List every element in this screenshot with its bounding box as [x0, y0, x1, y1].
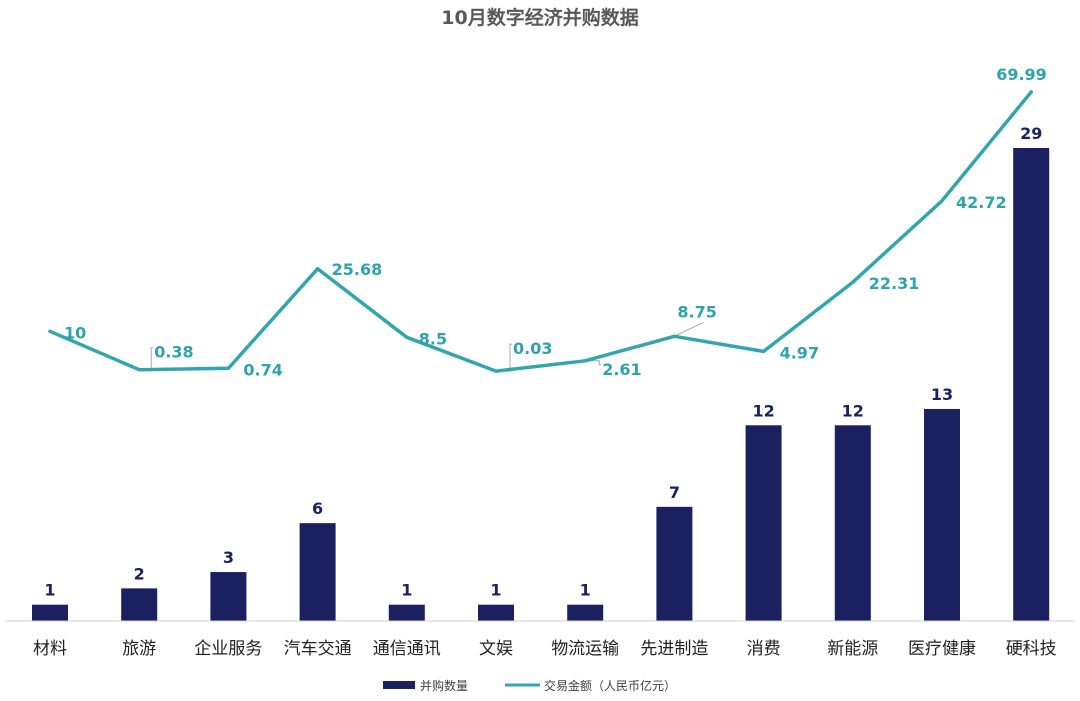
line-point — [762, 349, 766, 353]
x-tick-label: 消费 — [747, 639, 781, 659]
line-point — [226, 366, 230, 370]
label-leader-line — [585, 360, 602, 366]
bar — [121, 588, 158, 621]
bar-value-label: 2 — [134, 564, 145, 583]
legend-bar-swatch — [383, 681, 415, 689]
line-value-label: 42.72 — [956, 193, 1007, 212]
x-tick-label: 新能源 — [827, 639, 878, 659]
bar — [834, 425, 871, 621]
bar-value-label: 1 — [490, 581, 501, 600]
bar — [567, 604, 604, 621]
x-tick-label: 医疗健康 — [908, 639, 976, 659]
bar-value-label: 29 — [1020, 124, 1042, 143]
line-layer — [48, 90, 1033, 373]
bar — [924, 408, 960, 621]
x-tick-label: 汽车交通 — [284, 639, 352, 659]
line-point — [48, 329, 52, 333]
label-leader-line — [674, 321, 704, 337]
line-value-label: 0.74 — [243, 360, 282, 379]
legend: 并购数量 交易金额（人民币亿元） — [383, 678, 676, 693]
bar-value-label: 3 — [223, 548, 234, 567]
line-point — [851, 280, 855, 284]
bar-value-label: 1 — [44, 581, 55, 600]
line-value-label: 25.68 — [332, 260, 383, 279]
bar — [32, 604, 68, 621]
x-tick-label: 文娱 — [479, 639, 513, 659]
line-point — [137, 368, 141, 372]
label-leader-line — [139, 347, 154, 371]
line-value-label: 8.75 — [677, 302, 716, 321]
bar-value-label: 1 — [401, 581, 412, 600]
x-tick-label: 物流运输 — [551, 639, 619, 659]
bars-layer — [32, 148, 1050, 621]
line-value-label: 0.03 — [513, 339, 552, 358]
line-point — [583, 359, 587, 363]
bar — [745, 425, 782, 621]
bar — [656, 506, 693, 621]
line-value-label: 22.31 — [869, 274, 920, 293]
x-tick-label: 旅游 — [122, 639, 156, 659]
bar-value-label: 7 — [669, 483, 680, 502]
x-tick-label: 通信通讯 — [373, 639, 441, 659]
legend-line-label: 交易金额（人民币亿元） — [544, 678, 676, 693]
bar-value-label: 12 — [752, 401, 774, 420]
line-series — [48, 90, 1033, 373]
line-value-label: 10 — [64, 323, 86, 342]
bar — [478, 604, 514, 621]
legend-bar-label: 并购数量 — [420, 678, 468, 693]
line-point — [1029, 90, 1033, 94]
chart-title: 10月数字经济并购数据 — [441, 6, 638, 29]
label-leader-line — [496, 343, 512, 372]
bar-value-label: 13 — [931, 385, 953, 404]
bar-value-label: 12 — [842, 401, 864, 420]
line-value-label: 4.97 — [780, 343, 819, 362]
line-point — [494, 369, 498, 373]
line-point — [940, 199, 944, 203]
bar — [1013, 148, 1050, 621]
line-value-label: 2.61 — [602, 360, 641, 379]
bar — [388, 604, 425, 621]
line-point — [405, 335, 409, 339]
line-point — [316, 267, 320, 271]
x-axis-ticks: 材料 旅游 企业服务 汽车交通 通信通讯 文娱 物流运输 先进制造 消费 新能源 医疗健康 硬科技 — [33, 639, 1057, 659]
x-tick-label: 材料 — [33, 639, 67, 659]
x-tick-label: 先进制造 — [640, 639, 708, 659]
line-point — [672, 334, 677, 338]
line-value-label: 69.99 — [996, 65, 1047, 84]
x-tick-label: 企业服务 — [194, 639, 262, 659]
line-value-label: 8.5 — [419, 329, 447, 348]
bar — [299, 523, 336, 621]
bar-value-label: 6 — [312, 499, 323, 518]
bar-value-label: 1 — [580, 581, 591, 600]
line-value-label: 0.38 — [154, 343, 193, 362]
bar — [210, 572, 247, 621]
x-tick-label: 硬科技 — [1006, 639, 1057, 659]
